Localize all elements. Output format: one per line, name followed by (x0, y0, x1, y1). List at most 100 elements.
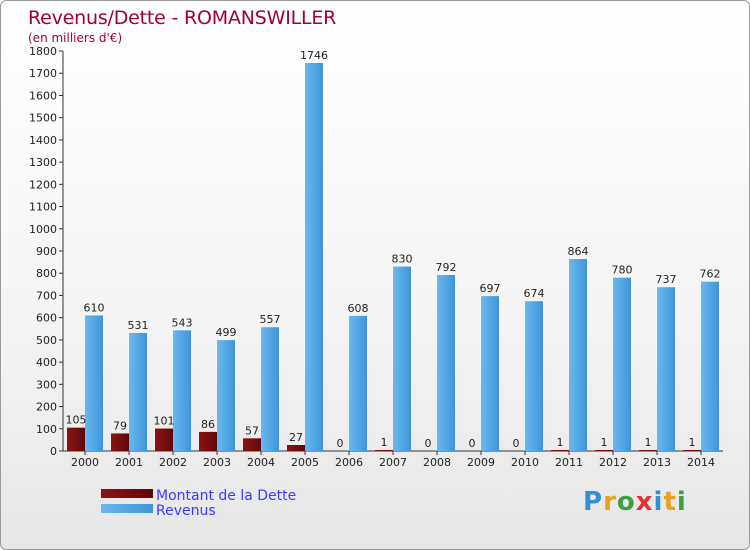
chart-title: Revenus/Dette - ROMANSWILLER (28, 7, 337, 29)
revenue-bar (173, 330, 191, 451)
logo-letter: x (635, 487, 654, 517)
debt-bar (111, 433, 129, 451)
debt-bar (683, 450, 701, 451)
revenue-bar (437, 275, 455, 451)
y-axis: 0 100 200 300 400 500 600 700 800 900 1000 1100 1200… (29, 45, 64, 458)
debt-value-label: 86 (201, 418, 215, 431)
revenue-bar (129, 333, 147, 451)
x-axis: 2000 2001 2002 2003 2004 2005 2006 2007 2008 2009… (63, 450, 723, 469)
revenue-bar (657, 287, 675, 451)
x-tick-label: 2010 (511, 456, 539, 469)
x-tick-label: 2002 (159, 456, 187, 469)
revenue-value-label: 737 (656, 273, 677, 286)
logo-letter: i (653, 487, 664, 517)
debt-bar (375, 450, 393, 451)
legend-swatch (101, 504, 153, 513)
debt-value-label: 0 (425, 437, 432, 450)
debt-value-label: 1 (645, 436, 652, 449)
revenue-value-label: 697 (480, 282, 501, 295)
logo-letter: P (583, 487, 604, 517)
legend-label: Montant de la Dette (156, 488, 296, 504)
bars (67, 63, 719, 451)
y-tick-label: 1300 (29, 156, 57, 169)
debt-value-label: 1 (689, 436, 696, 449)
debt-value-label: 1 (557, 436, 564, 449)
legend-swatch (101, 489, 153, 498)
x-tick-label: 2012 (599, 456, 627, 469)
revenue-bar (261, 327, 279, 451)
debt-value-label: 0 (337, 437, 344, 450)
revenue-value-label: 780 (612, 264, 633, 277)
legend-revenue: Revenus (101, 503, 216, 519)
logo-letter: r (603, 487, 617, 517)
revenue-value-label: 557 (260, 313, 281, 326)
revenue-bar (85, 315, 103, 451)
debt-value-label: 105 (66, 414, 87, 427)
y-tick-label: 300 (36, 378, 57, 391)
revenue-value-label: 1746 (300, 49, 328, 62)
y-tick-label: 1600 (29, 89, 57, 102)
debt-value-label: 1 (381, 436, 388, 449)
revenue-value-label: 531 (128, 319, 149, 332)
y-tick-label: 1100 (29, 201, 57, 214)
logo-letter: i (676, 487, 687, 517)
y-tick-label: 800 (36, 267, 57, 280)
debt-bar (67, 427, 85, 451)
x-tick-label: 2004 (247, 456, 275, 469)
proxiti-logo: Proxiti (583, 487, 687, 517)
legend-debt: Montant de la Dette (101, 488, 296, 504)
revenue-value-label: 792 (436, 261, 457, 274)
x-tick-label: 2014 (687, 456, 715, 469)
y-tick-label: 700 (36, 289, 57, 302)
debt-bar (243, 438, 261, 451)
x-tick-label: 2001 (115, 456, 143, 469)
y-tick-label: 1200 (29, 178, 57, 191)
y-tick-label: 1000 (29, 223, 57, 236)
debt-bar (639, 450, 657, 451)
y-tick-label: 1700 (29, 67, 57, 80)
debt-bar (199, 431, 217, 451)
y-tick-label: 1800 (29, 45, 57, 58)
y-tick-label: 0 (50, 445, 57, 458)
debt-bar (287, 445, 305, 451)
debt-value-label: 57 (245, 424, 259, 437)
revenue-value-label: 830 (392, 253, 413, 266)
revenue-value-label: 608 (348, 302, 369, 315)
revenue-value-label: 674 (524, 287, 545, 300)
y-tick-label: 100 (36, 423, 57, 436)
debt-value-label: 0 (469, 437, 476, 450)
debt-value-label: 1 (601, 436, 608, 449)
debt-value-label: 0 (513, 437, 520, 450)
debt-bar (551, 450, 569, 451)
revenue-bar (481, 296, 499, 451)
x-tick-label: 2011 (555, 456, 583, 469)
revenue-value-label: 499 (216, 326, 237, 339)
x-tick-label: 2000 (71, 456, 99, 469)
revenue-value-label: 762 (700, 268, 721, 281)
x-tick-label: 2009 (467, 456, 495, 469)
revenue-bar (569, 259, 587, 451)
logo-letter: o (616, 487, 636, 517)
y-tick-label: 900 (36, 245, 57, 258)
debt-value-label: 101 (154, 415, 175, 428)
x-tick-label: 2008 (423, 456, 451, 469)
data-labels: 1056107953110154386499575572717460608183… (66, 49, 721, 450)
x-tick-label: 2013 (643, 456, 671, 469)
y-tick-label: 200 (36, 401, 57, 414)
x-tick-label: 2005 (291, 456, 319, 469)
logo-letter: t (663, 487, 677, 517)
x-tick-label: 2003 (203, 456, 231, 469)
revenue-bar (217, 340, 235, 451)
revenue-value-label: 610 (84, 301, 105, 314)
y-tick-label: 400 (36, 356, 57, 369)
revenue-bar (613, 277, 631, 451)
x-tick-label: 2007 (379, 456, 407, 469)
debt-value-label: 79 (113, 419, 127, 432)
revenue-bar (349, 315, 367, 451)
x-tick-label: 2006 (335, 456, 363, 469)
legend-label: Revenus (156, 503, 216, 519)
y-tick-label: 500 (36, 334, 57, 347)
